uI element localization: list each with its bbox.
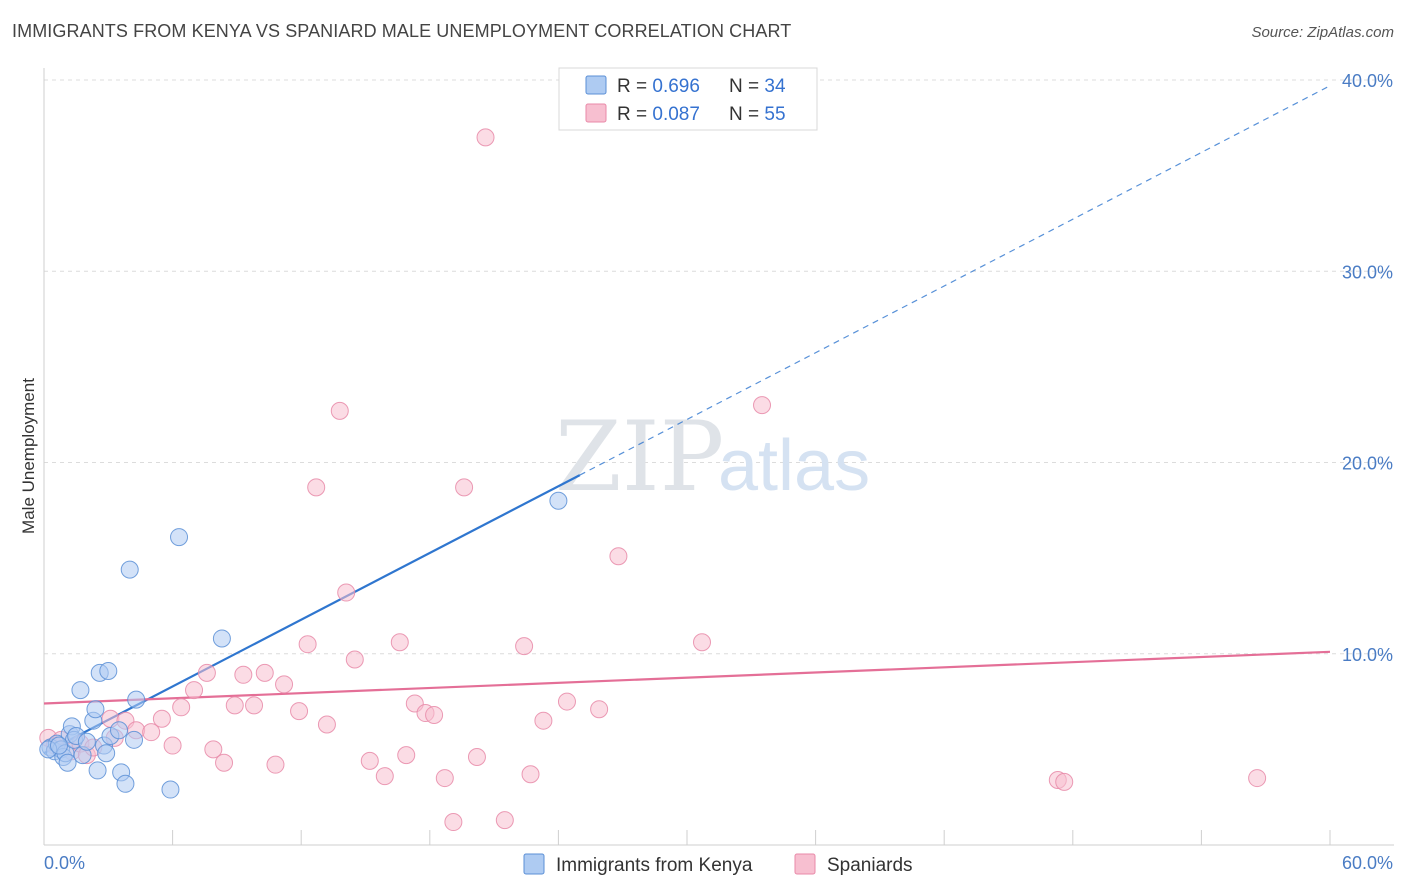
spaniards-point	[215, 753, 234, 772]
spaniards-point	[185, 681, 204, 700]
spaniards-point	[557, 692, 576, 711]
legend-n-label: N =	[729, 104, 764, 125]
spaniards-point	[142, 723, 161, 742]
y-axis-label: Male Unemployment	[19, 378, 38, 534]
spaniards-point	[245, 696, 264, 715]
spaniards-point	[225, 696, 244, 715]
bottom-legend-spain: Spaniards	[827, 855, 913, 876]
kenya-point	[549, 491, 568, 510]
kenya-point	[125, 730, 144, 749]
spaniards-point	[476, 128, 495, 147]
spaniards-point	[290, 702, 309, 721]
spaniards-point	[609, 547, 628, 566]
spaniards-point	[375, 767, 394, 786]
spaniards-point	[266, 755, 285, 774]
spaniards-point	[534, 711, 553, 730]
gridlines	[44, 79, 1394, 655]
kenya-points	[39, 491, 568, 799]
spaniards-point	[197, 663, 216, 682]
spaniards-point	[753, 396, 772, 415]
x-tick-label-min: 0.0%	[44, 853, 85, 873]
bottom-legend-kenya: Immigrants from Kenya	[556, 855, 753, 876]
source-label: Source: ZipAtlas.com	[1251, 24, 1394, 41]
spaniards-point	[307, 478, 326, 497]
spaniards-point	[521, 765, 540, 784]
spaniards-point	[444, 813, 463, 832]
watermark-atlas: atlas	[718, 426, 870, 506]
kenya-point	[161, 780, 180, 799]
spaniards-point	[693, 633, 712, 652]
spaniards-point	[255, 663, 274, 682]
spaniards-point	[152, 709, 171, 728]
spaniards-point	[345, 650, 364, 669]
spaniards-point	[172, 698, 191, 717]
kenya-point	[99, 661, 118, 680]
spaniards-point	[467, 748, 486, 767]
spaniards-point	[204, 740, 223, 759]
chart-title: IMMIGRANTS FROM KENYA VS SPANIARD MALE U…	[12, 21, 792, 41]
kenya-point	[97, 744, 116, 763]
x-axis-ticks	[43, 830, 1331, 845]
legend-row-spain: R = 0.087 N = 55	[617, 104, 786, 125]
trend-line-spaniards	[43, 650, 1331, 705]
spaniards-point	[1248, 769, 1267, 788]
bottom-legend-swatch-spain	[794, 853, 816, 875]
spaniards-point	[590, 700, 609, 719]
trend-line-kenya-solid	[43, 474, 581, 755]
legend-r-label: R =	[617, 76, 652, 97]
spaniards-point	[330, 401, 349, 420]
kenya-point	[116, 774, 135, 793]
spaniards-point	[317, 715, 336, 734]
legend-r-label: R =	[617, 104, 652, 125]
watermark-zip: ZIP	[555, 401, 724, 513]
spaniards-point	[234, 665, 253, 684]
legend-n-label: N =	[729, 76, 764, 97]
spaniards-point	[337, 583, 356, 602]
legend-swatch-spain	[585, 103, 607, 123]
spaniards-point	[495, 811, 514, 830]
x-tick-label-max: 60.0%	[1342, 853, 1393, 873]
bottom-legend-swatch-kenya	[523, 853, 545, 875]
spaniards-point	[455, 478, 474, 497]
spaniards-point	[163, 736, 182, 755]
y-tick-label: 40.0%	[1342, 71, 1393, 91]
kenya-point	[110, 721, 129, 740]
spaniards-point	[360, 751, 379, 770]
legend-n-value-spain: 55	[764, 104, 785, 125]
kenya-point	[58, 753, 77, 772]
spaniards-point	[397, 746, 416, 765]
spaniards-point	[515, 637, 534, 656]
spaniards-point	[425, 705, 444, 724]
kenya-point	[50, 736, 69, 755]
kenya-point	[170, 528, 189, 547]
legend-row-kenya: R = 0.696 N = 34	[617, 76, 786, 97]
kenya-point	[212, 629, 231, 648]
kenya-point	[77, 732, 96, 751]
y-tick-label: 10.0%	[1342, 645, 1393, 665]
trend-line-kenya-extrapolated	[579, 85, 1331, 476]
kenya-point	[127, 690, 146, 709]
legend-swatch-kenya	[585, 75, 607, 95]
kenya-point	[120, 560, 139, 579]
legend-r-value-kenya: 0.696	[652, 76, 700, 97]
spaniards-point	[298, 635, 317, 654]
spaniards-point	[435, 769, 454, 788]
y-tick-labels: 10.0% 20.0% 30.0% 40.0%	[1342, 71, 1393, 665]
spaniards-point	[390, 633, 409, 652]
y-tick-label: 30.0%	[1342, 262, 1393, 282]
stats-legend: R = 0.696 N = 34 R = 0.087 N = 55	[558, 67, 818, 131]
legend-r-value-spain: 0.087	[652, 104, 700, 125]
series-legend: Immigrants from Kenya Spaniards	[523, 853, 913, 876]
spaniards-point	[275, 675, 294, 694]
y-tick-label: 20.0%	[1342, 454, 1393, 474]
kenya-point	[86, 700, 105, 719]
kenya-point	[71, 681, 90, 700]
kenya-point	[88, 761, 107, 780]
spaniards-point	[1055, 772, 1074, 791]
legend-n-value-kenya: 34	[764, 76, 786, 97]
